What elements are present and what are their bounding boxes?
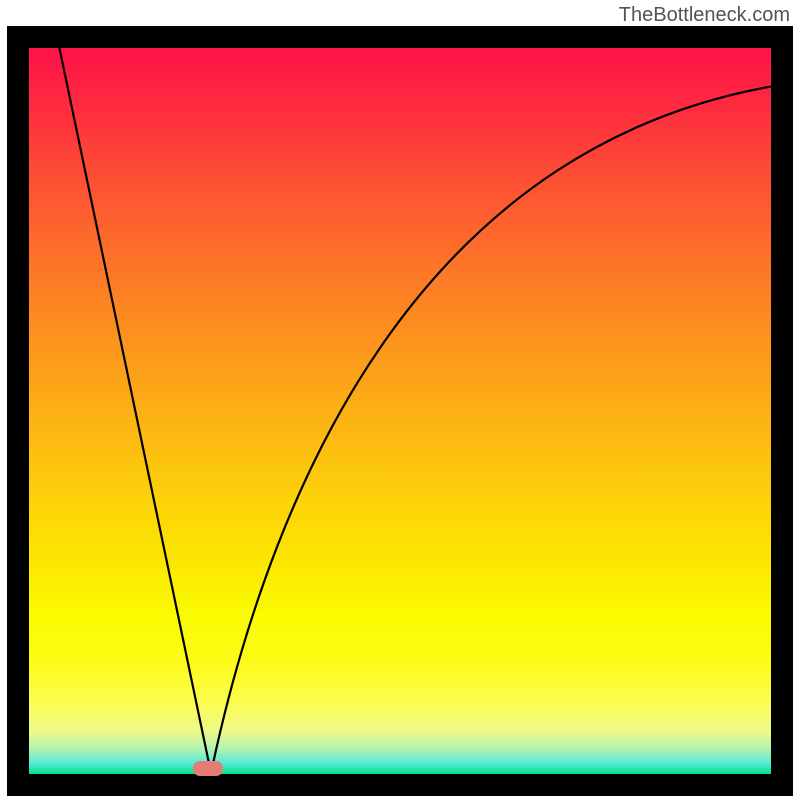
bottleneck-curve [0, 0, 800, 800]
watermark-text: TheBottleneck.com [619, 4, 790, 27]
chart-container: TheBottleneck.com [0, 0, 800, 800]
optimum-marker [193, 761, 223, 776]
